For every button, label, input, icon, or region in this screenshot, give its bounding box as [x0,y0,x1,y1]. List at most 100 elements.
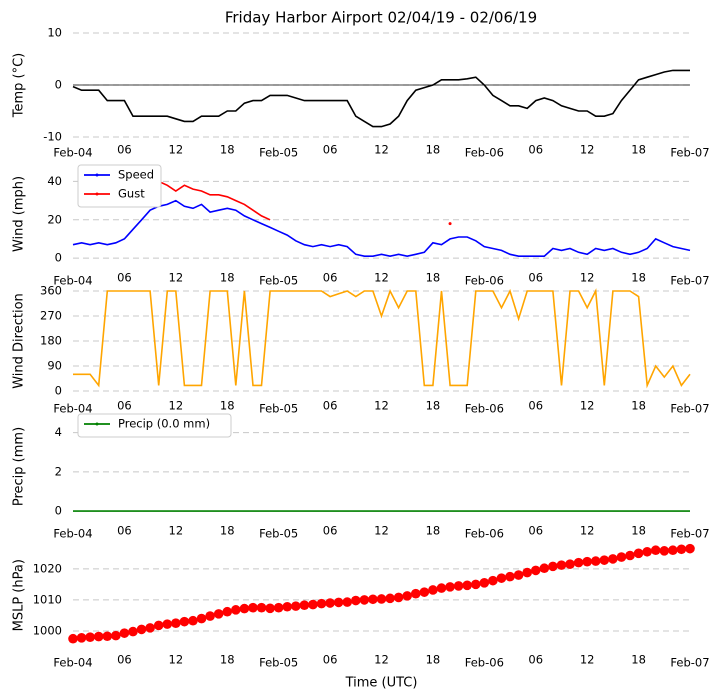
x-tick-label: 12 [169,271,184,285]
marker [685,543,695,554]
marker [102,631,113,642]
data-point [448,222,452,226]
x-tick-label: 18 [631,399,646,413]
marker [676,544,687,555]
marker [316,598,327,609]
x-tick-label: 18 [631,143,646,157]
marker [162,619,173,629]
y-tick-label: 2 [55,464,62,478]
marker [205,611,215,621]
x-tick-label: 18 [220,524,235,538]
legend-marker [95,422,99,426]
x-tick-label: 18 [220,653,235,667]
marker [111,630,121,641]
x-tick-label: 06 [117,524,132,538]
y-axis-label: Wind Direction [12,293,27,389]
legend-box [77,413,232,438]
x-tick-label: 18 [631,524,646,538]
x-tick-label: 06 [528,271,543,285]
y-tick-label: 20 [47,212,62,226]
x-tick-label: 18 [426,271,441,285]
x-tick-label: 12 [580,271,595,285]
marker [548,561,558,572]
x-tick-label: Feb-04 [53,274,92,288]
marker [153,620,164,631]
marker [608,554,618,564]
y-tick-label: 360 [40,284,62,298]
x-tick-label: Feb-06 [465,146,504,160]
y-tick-label: 10 [47,26,62,40]
x-tick-label: 12 [580,399,595,413]
x-tick-label: 12 [169,524,184,538]
marker [376,594,387,604]
y-tick-label: 0 [55,78,62,92]
marker [291,601,301,611]
marker [231,605,241,615]
y-tick-label: 180 [40,334,62,348]
marker [470,579,481,590]
x-tick-label: Feb-05 [259,656,298,670]
y-tick-label: 1010 [33,592,62,606]
marker [119,628,130,638]
x-tick-label: Feb-04 [53,656,92,670]
x-tick-label: Feb-07 [670,146,709,160]
marker [299,600,310,610]
marker [453,581,464,591]
marker [385,593,395,604]
x-tick-label: 12 [374,399,389,413]
data-line [72,199,691,258]
x-tick-label: Feb-06 [465,274,504,288]
data-line [73,288,691,389]
x-tick-label: 18 [631,271,646,285]
x-tick-label: 18 [220,271,235,285]
marker [248,602,258,613]
y-axis-label: Precip (mm) [12,427,27,506]
x-tick-label: 06 [528,399,543,413]
marker [530,565,541,576]
x-tick-label: Feb-06 [465,402,504,416]
marker [333,597,344,608]
y-tick-label: 270 [40,309,62,323]
x-tick-label: 06 [117,399,132,413]
marker [616,552,627,562]
marker [273,602,284,613]
marker [239,603,250,614]
y-tick-label: 40 [47,174,62,188]
y-tick-label: -10 [43,130,62,144]
x-tick-label: 06 [117,271,132,285]
marker [556,560,567,570]
x-tick-label: Feb-05 [259,146,298,160]
marker [565,559,575,569]
x-tick-label: Feb-06 [465,656,504,670]
x-tick-label: 06 [323,143,338,157]
marker [668,545,678,556]
x-tick-label: 18 [426,399,441,413]
x-tick-label: Feb-04 [53,402,92,416]
marker [573,557,584,568]
x-tick-label: 06 [528,524,543,538]
marker [496,573,507,583]
x-tick-label: 18 [426,143,441,157]
marker [342,597,353,607]
y-axis-label: Wind (mph) [12,176,27,252]
x-tick-label: 18 [426,653,441,667]
marker [128,626,138,637]
marker [68,633,78,644]
x-tick-label: 12 [580,524,595,538]
x-tick-label: Feb-07 [670,274,709,288]
chart-title: Friday Harbor Airport 02/04/19 - 02/06/1… [225,9,537,27]
x-tick-label: Feb-04 [53,146,92,160]
marker [222,606,233,617]
x-tick-label: 06 [323,653,338,667]
x-tick-label: 06 [528,143,543,157]
data-line [72,69,690,128]
y-tick-label: 0 [55,384,62,398]
marker [402,591,413,601]
y-tick-label: 0 [55,504,62,518]
marker [428,585,438,595]
marker [488,575,498,586]
marker [659,546,670,556]
marker [410,588,421,599]
marker [419,587,430,597]
marker [308,599,318,610]
